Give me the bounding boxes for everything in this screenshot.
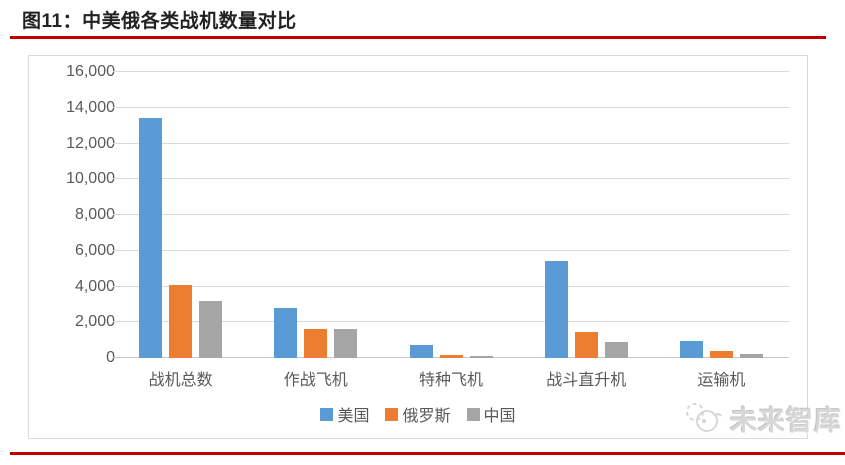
- bar-俄罗斯-战斗直升机: [574, 332, 598, 358]
- legend-item-俄罗斯: 俄罗斯: [385, 402, 451, 426]
- bar-美国-作战飞机: [274, 307, 298, 358]
- gridline: [113, 142, 789, 144]
- bar-美国-战机总数: [139, 118, 163, 358]
- bar-中国-运输机: [739, 354, 763, 358]
- bar-中国-战斗直升机: [604, 341, 628, 358]
- bar-中国-战机总数: [199, 300, 223, 358]
- y-tick-label: 0: [106, 349, 115, 366]
- plot-area: [113, 71, 789, 358]
- legend-label: 俄罗斯: [402, 408, 451, 425]
- bar-美国-战斗直升机: [544, 261, 568, 358]
- figure-title: 图11：中美俄各类战机数量对比: [22, 11, 297, 32]
- x-tick-label: 作战飞机: [283, 372, 348, 389]
- bar-group: [113, 72, 248, 358]
- legend-swatch: [466, 407, 480, 421]
- legend-item-美国: 美国: [320, 402, 369, 426]
- y-axis: 0 2,000 4,000 6,000 8,000 10,000 12,000 14,000 1…: [29, 63, 129, 366]
- legend-label: 美国: [337, 408, 370, 425]
- x-tick-label: 运输机: [697, 372, 746, 389]
- bar-group: [519, 72, 654, 358]
- chart-frame: 0 2,000 4,000 6,000 8,000 10,000 12,000 14,000 1…: [28, 55, 808, 439]
- x-tick-label: 特种飞机: [419, 372, 484, 389]
- legend-swatch: [320, 407, 334, 421]
- bar-group: [654, 72, 789, 358]
- bar-美国-运输机: [679, 341, 703, 358]
- y-tick-label: 10,000: [66, 170, 115, 188]
- legend-label: 中国: [483, 408, 516, 425]
- y-tick-label: 2,000: [74, 313, 115, 331]
- bar-中国-作战飞机: [334, 329, 358, 358]
- legend-item-中国: 中国: [466, 402, 516, 426]
- gridline: [113, 71, 789, 72]
- bar-美国-特种飞机: [409, 344, 433, 358]
- y-tick-label: 16,000: [66, 63, 115, 80]
- chart-legend: 美国 俄罗斯 中国: [29, 402, 807, 426]
- y-tick-label: 4,000: [74, 277, 115, 295]
- y-tick-label: 14,000: [66, 98, 115, 116]
- bar-俄罗斯-运输机: [709, 350, 733, 358]
- gridline: [113, 106, 789, 108]
- y-tick-label: 8,000: [74, 206, 115, 223]
- x-tick-label: 战机总数: [148, 372, 213, 389]
- x-tick-label: 战斗直升机: [546, 372, 627, 389]
- gridline: [113, 178, 789, 180]
- legend-swatch: [385, 407, 399, 421]
- bottom-rule: [10, 452, 845, 455]
- bar-group: [383, 72, 518, 358]
- title-underline-rule: [10, 36, 826, 39]
- gridline: [113, 249, 789, 251]
- gridline: [113, 285, 789, 287]
- gridline: [113, 321, 789, 323]
- bar-中国-特种飞机: [469, 356, 493, 358]
- bar-group: [248, 72, 383, 358]
- y-tick-label: 6,000: [74, 241, 115, 259]
- bars-row: [113, 72, 789, 358]
- x-axis: 战机总数 作战飞机 特种飞机 战斗直升机 运输机: [113, 366, 789, 390]
- y-tick-label: 12,000: [66, 134, 115, 152]
- bar-俄罗斯-特种飞机: [439, 355, 463, 358]
- gridline: [113, 214, 789, 215]
- bar-俄罗斯-作战飞机: [304, 329, 328, 358]
- bar-俄罗斯-战机总数: [169, 284, 193, 358]
